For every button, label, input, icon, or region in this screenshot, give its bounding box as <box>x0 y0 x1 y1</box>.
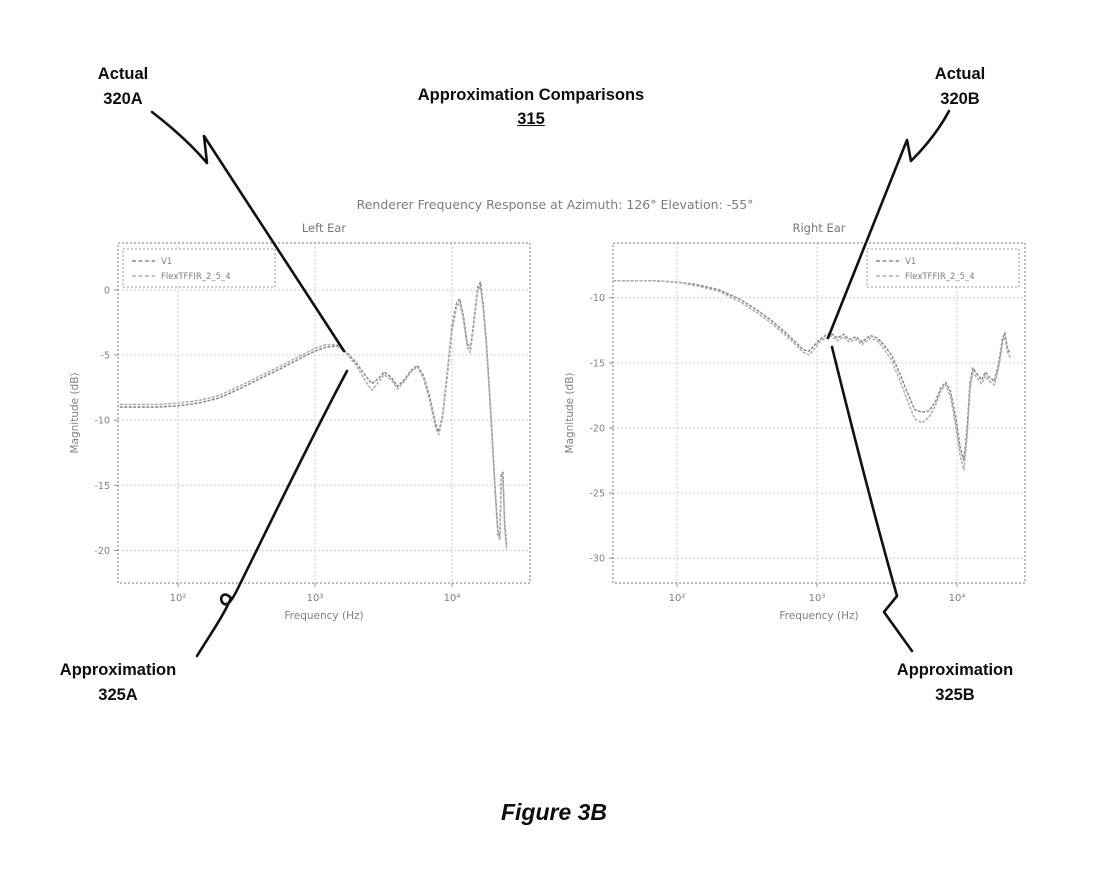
subplot-title: Left Ear <box>302 221 347 235</box>
callout-ref: 320B <box>940 90 980 108</box>
heading-reference-numeral: 315 <box>517 110 545 128</box>
series-line-v1 <box>613 280 1011 462</box>
legend: V1 FlexTFFIR_2_5_4 <box>866 248 1020 288</box>
y-axis-label: Magnitude (dB) <box>69 372 81 453</box>
series-line-flextffir_2_5_4 <box>118 285 508 551</box>
annotation-leader-lines <box>150 109 951 658</box>
y-tick-label: -10 <box>589 293 605 304</box>
y-tick-label: -30 <box>589 554 605 565</box>
y-tick-label: 0 <box>104 285 110 296</box>
callout-actual-320A: Actual 320A <box>58 62 188 112</box>
x-tick-label: 10³ <box>307 593 324 604</box>
series-group <box>118 281 508 551</box>
callout-actual-320B: Actual 320B <box>895 62 1025 112</box>
x-tick-label: 10³ <box>809 593 826 604</box>
x-tick-label: 10² <box>669 593 686 604</box>
y-tick-label: -5 <box>101 351 110 362</box>
callout-label: Approximation <box>59 661 177 679</box>
chart-left-ear: 0 -5 -10 -15 -20 10² 10³ 10⁴ Frequency (Hz) Magni… <box>69 221 531 622</box>
y-tick-label: -20 <box>94 546 110 557</box>
y-tick-label: -25 <box>589 489 605 500</box>
callout-label: Approximation <box>896 661 1014 679</box>
y-tick-label: -15 <box>94 481 110 492</box>
legend-label: V1 <box>905 257 916 267</box>
y-tick-label: -20 <box>589 423 605 434</box>
series-line-flextffir_2_5_4 <box>613 280 1011 471</box>
callout-approximation-325A: Approximation 325A <box>28 658 208 708</box>
legend-label: FlexTFFIR_2_5_4 <box>905 272 975 282</box>
callout-ref: 325A <box>98 686 138 704</box>
y-axis-label: Magnitude (dB) <box>564 372 576 453</box>
leader-line-actual-320A <box>150 110 346 353</box>
callout-label: Actual <box>97 65 149 83</box>
plot-frame <box>117 242 531 584</box>
plot-frame <box>612 242 1026 584</box>
callout-label: Actual <box>934 65 986 83</box>
legend-box <box>866 248 1020 288</box>
callout-ref: 320A <box>103 90 143 108</box>
series-group <box>613 280 1011 471</box>
subplot-title: Right Ear <box>793 221 846 235</box>
chart-right-ear: -10 -15 -20 -25 -30 10² 10³ 10⁴ Frequency (Hz) Ma… <box>564 221 1026 622</box>
figure-heading: Approximation Comparisons 315 <box>381 83 681 131</box>
x-axis-label: Frequency (Hz) <box>284 610 363 622</box>
x-tick-label: 10⁴ <box>949 593 966 604</box>
figure-caption: Figure 3B <box>500 799 608 825</box>
x-tick-label: 10⁴ <box>444 593 461 604</box>
y-tick-label: -10 <box>94 416 110 427</box>
legend-label: FlexTFFIR_2_5_4 <box>161 272 231 282</box>
leader-line-approx-325B <box>830 345 914 653</box>
legend-box <box>122 248 276 288</box>
callout-approximation-325B: Approximation 325B <box>865 658 1045 708</box>
leader-line-approx-325A <box>195 369 349 658</box>
leader-line-actual-320B <box>826 109 951 340</box>
y-tick-label: -15 <box>589 358 605 369</box>
legend-label: V1 <box>161 257 172 267</box>
legend: V1 FlexTFFIR_2_5_4 <box>122 248 276 288</box>
series-line-v1 <box>118 281 508 546</box>
x-axis-label: Frequency (Hz) <box>779 610 858 622</box>
heading-title: Approximation Comparisons <box>417 86 645 104</box>
x-tick-label: 10² <box>170 593 187 604</box>
chart-suptitle: Renderer Frequency Response at Azimuth: … <box>356 197 754 212</box>
callout-ref: 325B <box>935 686 975 704</box>
